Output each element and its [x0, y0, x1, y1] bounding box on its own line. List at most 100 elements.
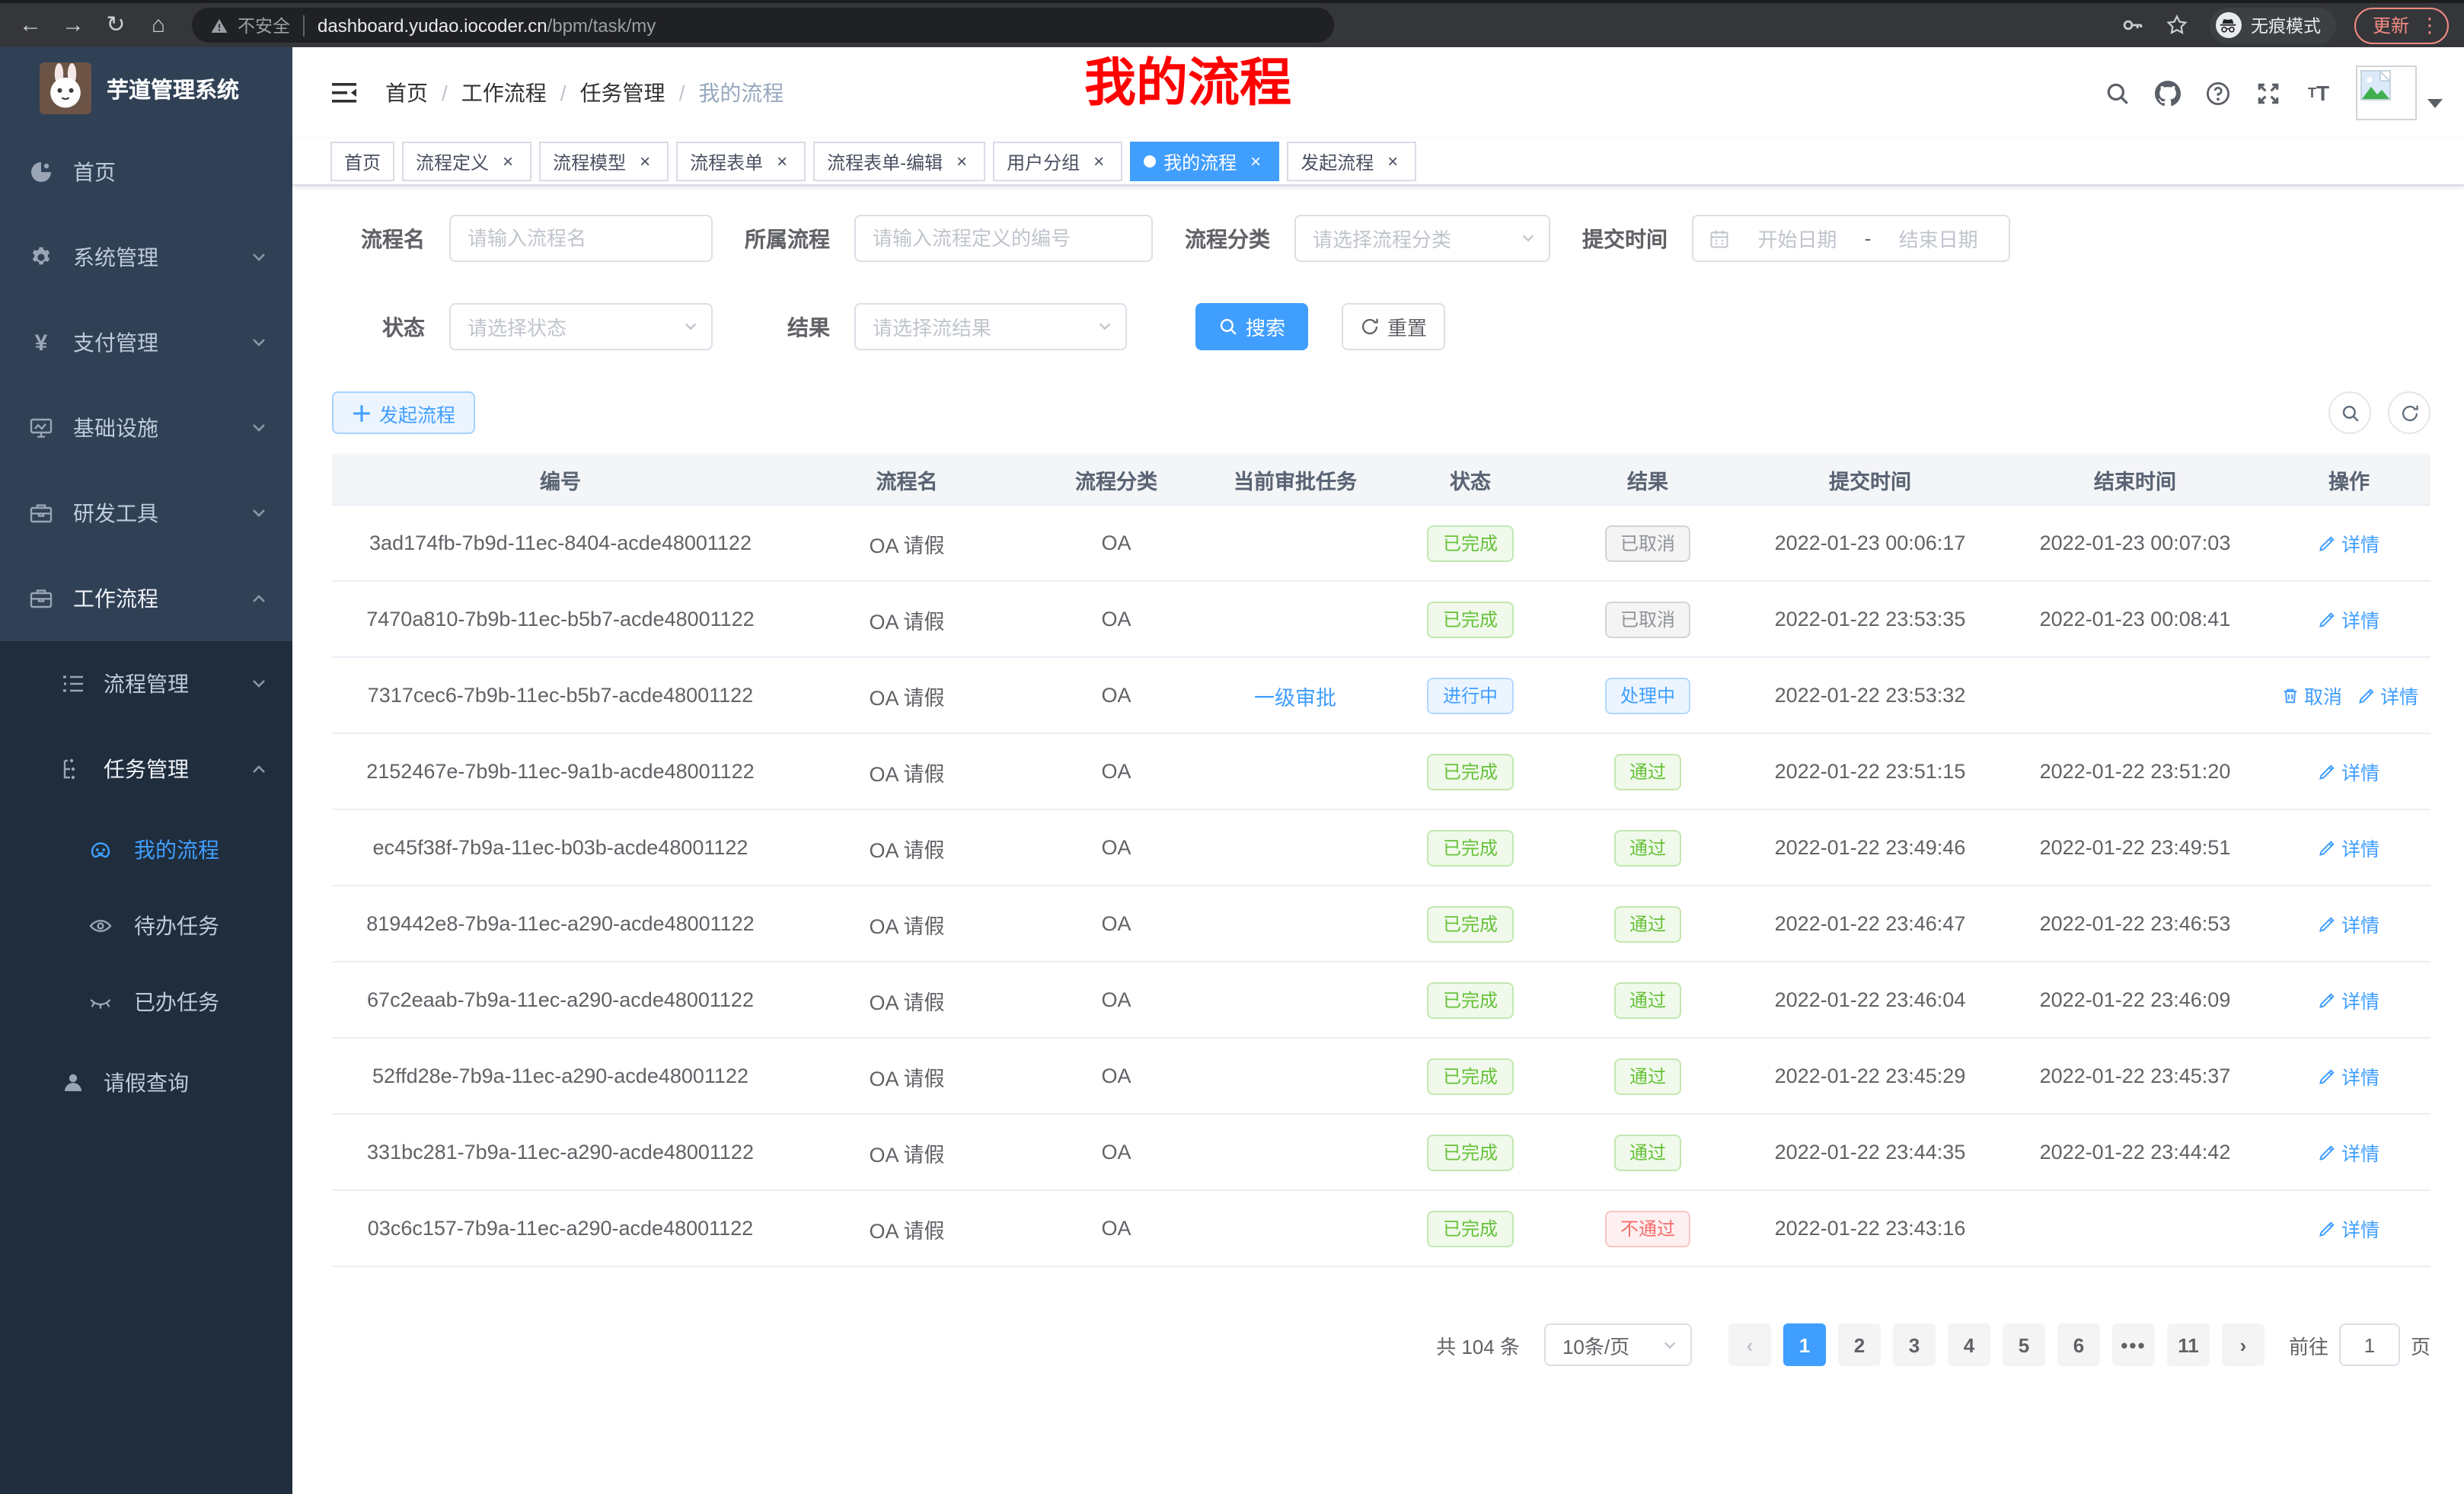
tab-3[interactable]: 流程表单 ×: [676, 142, 806, 181]
app-logo-row[interactable]: 芋道管理系统: [0, 47, 292, 129]
category-select[interactable]: 请选择流程分类: [1294, 215, 1550, 262]
status-badge: 已完成: [1427, 905, 1513, 942]
tab-5[interactable]: 用户分组 ×: [993, 142, 1123, 181]
page-ellipsis[interactable]: •••: [2111, 1323, 2155, 1366]
current-task-link[interactable]: 一级审批: [1254, 686, 1336, 709]
detail-action[interactable]: 详情: [2319, 1214, 2379, 1243]
tab-7[interactable]: 发起流程 ×: [1287, 142, 1417, 181]
page-size-select[interactable]: 10条/页: [1543, 1323, 1692, 1366]
detail-action[interactable]: 详情: [2319, 605, 2379, 634]
page-button-4[interactable]: 4: [1947, 1323, 1990, 1366]
update-label[interactable]: 更新: [2372, 15, 2409, 37]
fullscreen-icon[interactable]: [2255, 80, 2281, 106]
table-row: 819442e8-7b9a-11ec-a290-acde48001122 OA 请…: [332, 886, 2430, 962]
cell-task: [1208, 1038, 1383, 1115]
search-icon[interactable]: [2105, 80, 2130, 106]
breadcrumb-home[interactable]: 首页: [385, 81, 428, 105]
pencil-icon: [2319, 838, 2337, 857]
avatar-caret-down-icon[interactable]: [2427, 99, 2443, 108]
kebab-menu-icon[interactable]: ⋮: [2420, 14, 2440, 37]
cancel-action[interactable]: 取消: [2281, 681, 2342, 710]
tab-close-icon[interactable]: ×: [777, 150, 788, 171]
refresh-table-button[interactable]: [2388, 391, 2430, 434]
process-name-input[interactable]: [449, 215, 713, 262]
home-icon[interactable]: ⌂: [151, 12, 166, 38]
filter-label-status: 状态: [382, 314, 425, 339]
result-badge: 通过: [1613, 829, 1681, 866]
question-icon[interactable]: [2205, 80, 2231, 106]
prev-page-button[interactable]: ‹: [1728, 1323, 1771, 1366]
sidebar-item-5[interactable]: 工作流程: [0, 556, 292, 641]
page-button-11[interactable]: 11: [2166, 1323, 2210, 1366]
tab-close-icon[interactable]: ×: [1250, 150, 1262, 171]
back-icon[interactable]: ←: [19, 12, 42, 38]
sidebar-item-1[interactable]: 系统管理: [0, 215, 292, 300]
tab-1[interactable]: 流程定义 ×: [402, 142, 532, 181]
status-select[interactable]: 请选择状态: [449, 303, 713, 350]
address-bar[interactable]: 不安全 dashboard.yudao.iocoder.cn /bpm/task…: [192, 8, 1334, 43]
avatar[interactable]: [2356, 65, 2417, 120]
detail-action[interactable]: 详情: [2357, 681, 2418, 710]
page-button-5[interactable]: 5: [2002, 1323, 2045, 1366]
detail-action[interactable]: 详情: [2319, 1138, 2379, 1167]
sidebar-item-10[interactable]: 已办任务: [0, 964, 292, 1040]
reload-icon[interactable]: ↻: [106, 12, 126, 38]
cell-task: [1208, 809, 1383, 886]
sidebar-item-0[interactable]: 首页: [0, 129, 292, 215]
create-process-button[interactable]: 发起流程: [332, 391, 476, 434]
sidebar-item-7[interactable]: 任务管理: [0, 726, 292, 812]
sidebar-item-11[interactable]: 请假查询: [0, 1040, 292, 1125]
process-definition-input[interactable]: [854, 215, 1153, 262]
bookmark-star-icon[interactable]: [2166, 14, 2188, 37]
detail-action[interactable]: 详情: [2319, 528, 2379, 557]
browser-update-menu[interactable]: 更新 ⋮: [2354, 7, 2449, 43]
next-page-button[interactable]: ›: [2221, 1323, 2265, 1366]
cell-category: OA: [1025, 657, 1208, 734]
chevron-down-icon: [250, 419, 268, 437]
sidebar-item-8[interactable]: 我的流程: [0, 812, 292, 888]
tab-6[interactable]: 我的流程 ×: [1130, 142, 1280, 181]
page-button-6[interactable]: 6: [2057, 1323, 2100, 1366]
sidebar-item-6[interactable]: 流程管理: [0, 641, 292, 726]
show-search-button[interactable]: [2328, 391, 2371, 434]
detail-action[interactable]: 详情: [2319, 985, 2379, 1014]
page-button-1[interactable]: 1: [1783, 1323, 1826, 1366]
table-row: 67c2eaab-7b9a-11ec-a290-acde48001122 OA 请…: [332, 962, 2430, 1039]
detail-action[interactable]: 详情: [2319, 757, 2379, 786]
breadcrumb-task[interactable]: 任务管理: [579, 81, 665, 105]
submit-time-daterange[interactable]: 开始日期 - 结束日期: [1692, 215, 2010, 262]
sidebar-item-9[interactable]: 待办任务: [0, 888, 292, 964]
github-icon[interactable]: [2155, 80, 2181, 106]
incognito-label: 无痕模式: [2250, 18, 2321, 36]
tab-4[interactable]: 流程表单-编辑 ×: [813, 142, 986, 181]
breadcrumb-workflow[interactable]: 工作流程: [461, 81, 547, 105]
sidebar-collapse-icon[interactable]: [330, 81, 358, 105]
goto-page-input[interactable]: [2338, 1323, 2400, 1366]
password-key-icon[interactable]: [2121, 14, 2144, 37]
tab-close-icon[interactable]: ×: [956, 150, 968, 171]
search-button[interactable]: 搜索: [1195, 303, 1309, 350]
tab-2[interactable]: 流程模型 ×: [539, 142, 669, 181]
detail-action[interactable]: 详情: [2319, 1061, 2379, 1090]
detail-action[interactable]: 详情: [2319, 909, 2379, 938]
sidebar-item-4[interactable]: 研发工具: [0, 471, 292, 556]
tab-0[interactable]: 首页: [330, 142, 395, 181]
detail-action[interactable]: 详情: [2319, 833, 2379, 862]
forward-icon[interactable]: →: [62, 12, 85, 38]
tab-close-icon[interactable]: ×: [1093, 150, 1105, 171]
reset-button[interactable]: 重置: [1342, 303, 1446, 350]
page-button-3[interactable]: 3: [1892, 1323, 1936, 1366]
result-select[interactable]: 请选择流结果: [854, 303, 1127, 350]
tab-close-icon[interactable]: ×: [503, 150, 514, 171]
tab-close-icon[interactable]: ×: [1387, 150, 1399, 171]
sidebar-item-label: 任务管理: [104, 757, 189, 781]
calendar-icon: [1709, 228, 1730, 249]
sidebar-item-2[interactable]: ¥ 支付管理: [0, 300, 292, 385]
sidebar-item-3[interactable]: 基础设施: [0, 385, 292, 471]
sidebar-item-label: 支付管理: [73, 330, 158, 355]
dashboard-icon: [29, 160, 53, 184]
tab-close-icon[interactable]: ×: [640, 150, 651, 171]
page-button-2[interactable]: 2: [1837, 1323, 1881, 1366]
